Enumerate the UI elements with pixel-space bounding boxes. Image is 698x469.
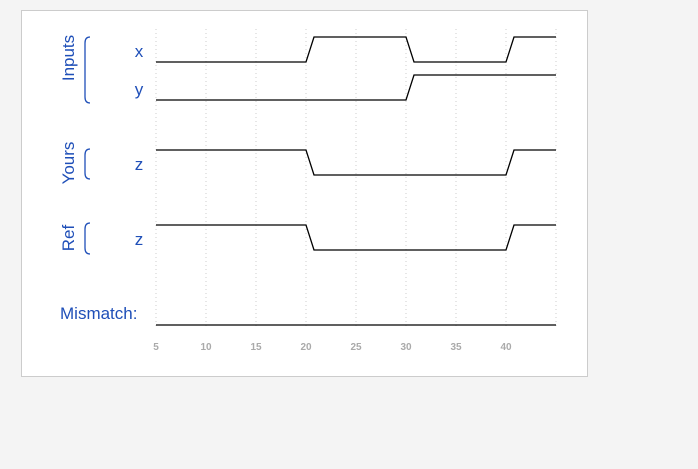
x-tick-label: 20	[300, 342, 312, 353]
x-tick-label: 10	[200, 342, 212, 353]
trace-inputs-x	[156, 36, 556, 63]
brace-ref	[84, 222, 91, 255]
labels-layer: Inputs Yours Ref x y z z Mismatch:	[59, 35, 144, 323]
signal-label-ref-z: z	[135, 230, 144, 249]
trace-yours-z	[156, 149, 556, 176]
trace-ref-z	[156, 224, 556, 251]
x-tick-label: 15	[250, 342, 262, 353]
traces-layer	[156, 36, 556, 326]
x-tick-label: 5	[153, 342, 159, 353]
signal-label-yours-z: z	[135, 155, 144, 174]
group-label-ref: Ref	[59, 225, 78, 252]
x-tick-label: 25	[350, 342, 362, 353]
brace-yours	[84, 148, 91, 180]
mismatch-label: Mismatch:	[60, 304, 137, 323]
group-braces	[84, 36, 91, 255]
x-tick-label: 30	[400, 342, 412, 353]
group-label-inputs: Inputs	[59, 35, 78, 81]
grid-layer	[155, 29, 557, 329]
waveform-chart: Inputs Yours Ref x y z z Mismatch: 5 10 15…	[59, 29, 557, 353]
signal-label-x: x	[135, 42, 144, 61]
waveform-panel: Inputs Yours Ref x y z z Mismatch: 5 10 15…	[21, 10, 588, 377]
group-label-yours: Yours	[59, 142, 78, 185]
x-tick-label: 35	[450, 342, 462, 353]
brace-inputs	[84, 36, 91, 104]
trace-inputs-y	[156, 74, 556, 101]
signal-label-y: y	[135, 80, 144, 99]
x-tick-label: 40	[500, 342, 512, 353]
x-axis-ticks: 5 10 15 20 25 30 35 40	[153, 342, 512, 353]
